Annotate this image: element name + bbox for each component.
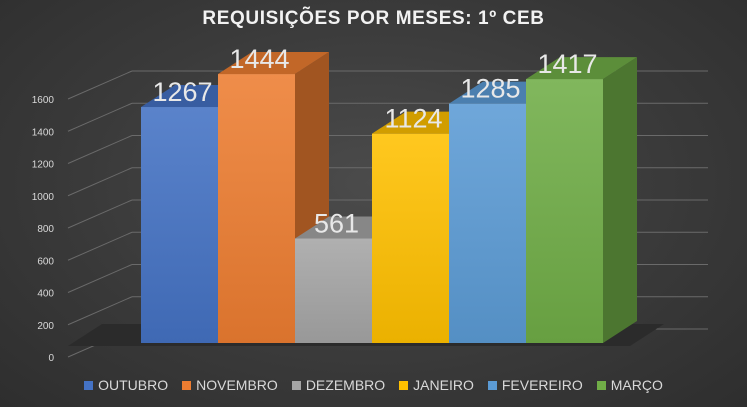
legend-swatch [399, 380, 409, 390]
y-axis-ticks: 0 200 400 600 800 1000 1200 1400 1600 [32, 95, 55, 364]
gridline-diagonal [67, 231, 133, 261]
chart-title: REQUISIÇÕES POR MESES: 1º CEB [202, 8, 545, 29]
bar-side [603, 57, 637, 344]
gridline-diagonal [67, 102, 133, 132]
data-label: 561 [314, 209, 359, 239]
legend-item: MARÇO [596, 377, 663, 393]
legend-item: DEZEMBRO [291, 377, 386, 393]
legend-item: JANEIRO [399, 377, 474, 393]
y-tick-label: 1000 [32, 192, 55, 203]
bar-top [526, 57, 637, 80]
gridline-diagonal [67, 135, 133, 164]
data-label: 1417 [537, 49, 597, 79]
legend: OUTUBRO NOVEMBRO DEZEMBRO JANEIRO FEVEREIRO M… [0, 377, 747, 393]
y-tick-label: 0 [48, 353, 54, 364]
data-label: 1267 [152, 77, 212, 107]
y-tick-label: 400 [37, 289, 54, 300]
legend-swatch [291, 380, 301, 390]
bar-março [526, 57, 637, 344]
legend-swatch [182, 380, 192, 390]
bars [141, 52, 637, 344]
legend-label: MARÇO [610, 377, 663, 393]
legend-swatch [596, 380, 606, 390]
bar-top [218, 52, 329, 75]
gridline-diagonal [67, 70, 133, 100]
legend-label: DEZEMBRO [305, 377, 386, 393]
y-tick-label: 200 [37, 321, 54, 332]
gridline-diagonal [67, 167, 133, 197]
y-tick-label: 1200 [32, 160, 55, 171]
legend-label: OUTUBRO [98, 377, 169, 393]
bar [218, 74, 295, 344]
data-label: 1285 [460, 74, 520, 104]
y-tick-label: 600 [37, 256, 54, 267]
y-tick-label: 800 [37, 224, 54, 235]
bar [295, 238, 372, 343]
gridline-diagonal [67, 199, 133, 229]
data-label: 1124 [384, 104, 442, 134]
legend-item: OUTUBRO [84, 377, 168, 393]
legend-item: FEVEREIRO [487, 377, 583, 393]
gridline-diagonal [67, 264, 133, 293]
bar [372, 133, 449, 343]
legend-item: NOVEMBRO [182, 377, 278, 393]
legend-swatch [84, 380, 94, 390]
legend-label: NOVEMBRO [196, 377, 278, 393]
y-tick-label: 1400 [32, 127, 55, 138]
legend-swatch [487, 380, 497, 390]
data-labels: 1267 1444 561 1124 1285 1417 [152, 44, 597, 238]
y-tick-label: 1600 [32, 95, 55, 106]
data-label: 1444 [229, 44, 289, 74]
legend-label: JANEIRO [413, 377, 474, 393]
gridline-diagonal [67, 296, 133, 326]
bar [526, 79, 603, 344]
bar [141, 107, 218, 344]
legend-label: FEVEREIRO [501, 377, 583, 393]
bar [449, 103, 526, 343]
